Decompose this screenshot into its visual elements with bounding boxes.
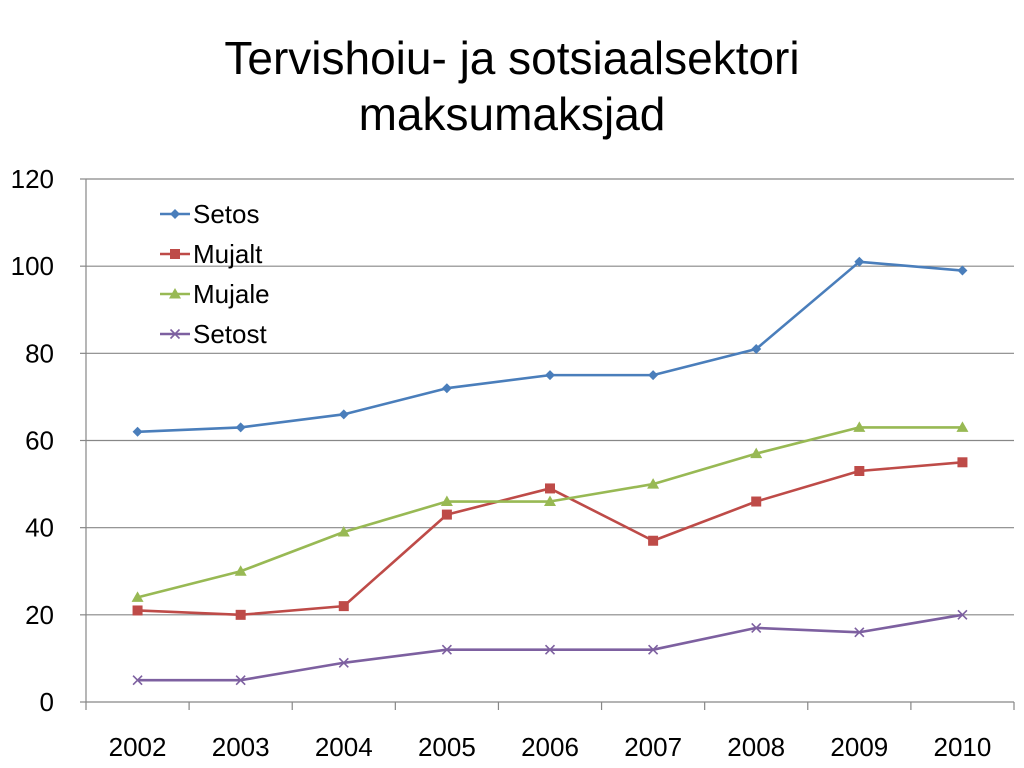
data-point-mujale: [750, 447, 763, 459]
data-point-setos: [235, 422, 246, 433]
data-point-mujalt: [441, 509, 452, 520]
data-point-setost: [441, 644, 452, 655]
data-point-setost: [854, 627, 865, 638]
legend-label: Setos: [193, 199, 260, 229]
marker-stroke: [132, 675, 143, 686]
data-point-mujalt: [338, 601, 349, 612]
x-tick-label: 2007: [624, 732, 682, 762]
data-point-mujale: [956, 421, 969, 432]
data-point-mujalt: [132, 605, 143, 616]
x-tick-label: 2005: [418, 732, 476, 762]
marker-stroke: [544, 644, 556, 655]
y-tick-label: 0: [40, 687, 54, 717]
marker-stroke: [648, 644, 659, 655]
legend-marker: [170, 249, 180, 259]
data-point-setos: [132, 426, 143, 437]
marker-stroke: [957, 609, 968, 620]
data-point-setos: [545, 370, 555, 381]
data-point-mujalt: [235, 609, 246, 620]
chart-title-line-1: Tervishoiu- ja sotsiaalsektori: [224, 32, 800, 84]
legend-entry-mujalt: Mujalt: [160, 239, 263, 269]
series-lines: [131, 256, 969, 686]
data-point-setos: [957, 265, 968, 276]
x-tick-label: 2002: [109, 732, 167, 762]
y-tick-label: 120: [11, 164, 54, 194]
data-point-setost: [648, 644, 659, 655]
data-point-mujale: [337, 526, 350, 537]
data-point-setos: [648, 370, 659, 381]
data-point-mujalt: [751, 496, 762, 507]
data-point-setost: [544, 644, 556, 655]
data-point-setos: [338, 409, 349, 420]
data-point-setost: [957, 609, 968, 620]
data-point-setos: [854, 256, 865, 267]
data-point-mujale: [234, 565, 247, 576]
data-point-setos: [441, 383, 452, 394]
marker-stroke: [854, 627, 865, 638]
legend-marker: [169, 288, 181, 299]
data-point-mujalt: [854, 466, 865, 477]
x-tick-label: 2004: [315, 732, 373, 762]
data-point-mujalt: [957, 457, 968, 468]
marker-stroke: [169, 328, 181, 340]
x-tick-label: 2008: [727, 732, 785, 762]
data-point-setos: [751, 343, 762, 354]
data-point-mujalt: [545, 483, 555, 494]
series-line-mujale: [137, 426, 963, 599]
x-tick-label: 2009: [830, 732, 888, 762]
legend-entry-setos: Setos: [160, 199, 260, 229]
data-point-mujale: [131, 591, 144, 602]
legend-entry-setost: Setost: [160, 319, 267, 349]
x-tick-label: 2006: [521, 732, 579, 762]
data-point-setost: [338, 657, 349, 668]
data-point-mujale: [440, 495, 453, 507]
y-tick-label: 20: [25, 600, 54, 630]
marker-stroke: [235, 675, 246, 686]
legend-label: Setost: [193, 319, 267, 349]
legend-label: Mujale: [193, 279, 270, 309]
y-tick-label: 40: [25, 513, 54, 543]
marker-stroke: [338, 657, 349, 668]
legend-marker: [169, 328, 181, 340]
chart-title: Tervishoiu- ja sotsiaalsektori maksumaks…: [0, 30, 1024, 142]
legend: Setos Mujalt Mujale Setost: [160, 199, 270, 349]
series-line-setost: [137, 613, 963, 682]
marker-stroke: [441, 644, 452, 655]
x-tick-label: 2010: [934, 732, 992, 762]
data-point-mujalt: [648, 535, 659, 546]
y-tick-label: 60: [25, 426, 54, 456]
chart-title-line-2: maksumaksjad: [358, 88, 666, 140]
legend-entry-mujale: Mujale: [160, 279, 270, 309]
data-point-mujale: [544, 495, 556, 507]
y-tick-label: 80: [25, 338, 54, 368]
data-point-setost: [132, 675, 143, 686]
data-point-setost: [235, 675, 246, 686]
data-point-setost: [751, 622, 762, 633]
x-tick-label: 2003: [212, 732, 270, 762]
legend-marker: [170, 209, 180, 219]
legend-label: Mujalt: [193, 239, 263, 269]
y-tick-label: 100: [11, 251, 54, 281]
axes: 0 20 40 60 80 100 120 2002 2003 2004 2005 2006 2007 2…: [11, 164, 1015, 762]
data-point-mujale: [647, 478, 660, 489]
marker-stroke: [751, 622, 762, 633]
data-point-mujale: [853, 421, 866, 432]
